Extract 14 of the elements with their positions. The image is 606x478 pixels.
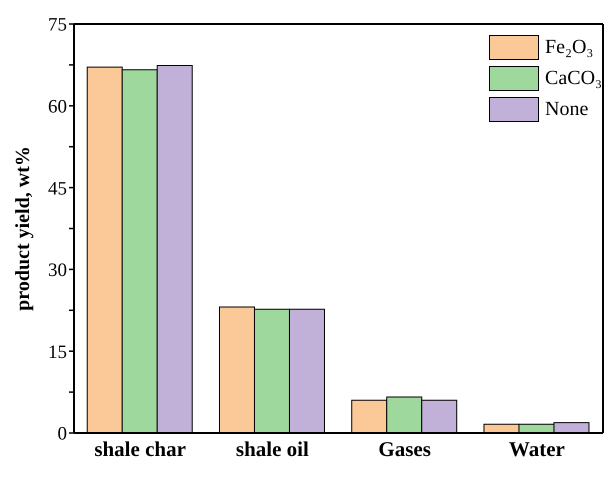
y-tick-label: 0 (58, 424, 67, 445)
x-tick-label: shale char (94, 436, 186, 461)
legend-label: CaCO₃ (545, 67, 602, 90)
y-axis-title: product yield, wt% (12, 146, 34, 311)
x-tick-label: Water (508, 436, 565, 461)
legend-label: None (545, 98, 588, 121)
legend-label: Fe₂O₃ (545, 36, 594, 59)
x-tick-label: shale oil (236, 436, 309, 461)
y-tick-label: 45 (48, 178, 67, 200)
y-tick-label: 75 (48, 14, 67, 36)
y-tick-label: 15 (48, 342, 67, 363)
x-tick-label: Gases (378, 436, 431, 461)
y-tick-label: 60 (48, 96, 67, 118)
y-tick-label: 30 (48, 260, 67, 282)
